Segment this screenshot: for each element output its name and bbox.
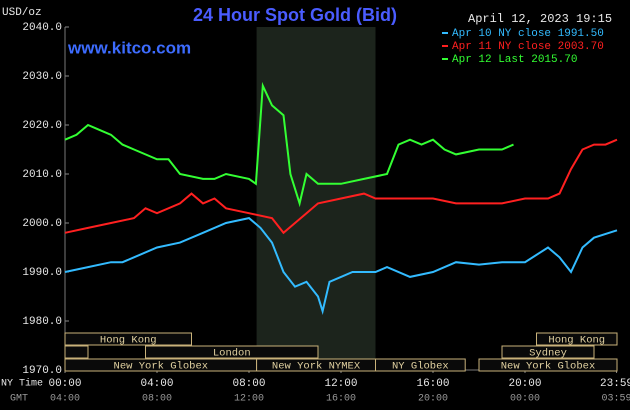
x-tick-label: 16:00	[416, 378, 449, 390]
price-line	[64, 81, 514, 208]
x-tick-label: 23:59	[600, 378, 630, 390]
legend-entry: Apr 10 NY close 1991.50	[452, 28, 604, 40]
y-tick-label: 1980.0	[22, 316, 62, 328]
session-bar	[64, 345, 89, 359]
x-tick-label: 12:00	[324, 378, 357, 390]
x2-tick-label: 16:00	[326, 394, 356, 405]
x-tick-label: 00:00	[48, 378, 81, 390]
x-tick-label: 04:00	[140, 378, 173, 390]
shaded-region	[256, 27, 376, 370]
session-bar	[478, 358, 618, 372]
session-label: Hong Kong	[548, 334, 605, 346]
y-tick-label: 2030.0	[22, 71, 62, 83]
x-tick-label: 08:00	[232, 378, 265, 390]
session-label: New York Globex	[501, 360, 596, 372]
timestamp: April 12, 2023 19:15	[468, 12, 612, 26]
session-bar	[64, 332, 192, 346]
y-tick-label: 2010.0	[22, 169, 62, 181]
x2-tick-label: 20:00	[418, 394, 448, 405]
legend-entry: Apr 12 Last 2015.70	[452, 54, 577, 66]
session-label: New York Globex	[114, 360, 209, 372]
x2-tick-label: 12:00	[234, 394, 264, 405]
x2-tick-label: 08:00	[142, 394, 172, 405]
y-tick-label: 2000.0	[22, 218, 62, 230]
session-label: NY Globex	[392, 360, 449, 372]
session-bar	[536, 332, 618, 346]
chart-title: 24 Hour Spot Gold (Bid)	[193, 5, 397, 25]
x2-tick-label: 00:00	[510, 394, 540, 405]
session-bar	[145, 345, 319, 359]
y-tick-label: 2040.0	[22, 22, 62, 34]
price-line	[64, 138, 618, 235]
x2-tick-label: 03:59	[602, 394, 630, 405]
y-tick-label: 2020.0	[22, 120, 62, 132]
x-tick-label: 20:00	[508, 378, 541, 390]
price-line	[64, 217, 618, 315]
session-label: London	[213, 347, 251, 359]
x2-tick-label: 04:00	[50, 394, 80, 405]
watermark: www.kitco.com	[67, 38, 191, 57]
session-label: Hong Kong	[100, 334, 157, 346]
y-tick-label: 1990.0	[22, 267, 62, 279]
y-axis-label: USD/oz	[2, 7, 42, 19]
legend-entry: Apr 11 NY close 2003.70	[452, 41, 604, 53]
x-row-label: NY Time	[1, 378, 43, 390]
y-tick-label: 1970.0	[22, 365, 62, 377]
session-label: Sydney	[529, 347, 567, 359]
session-bar	[375, 358, 466, 372]
session-bar	[501, 345, 595, 359]
session-label: New York NYMEX	[272, 360, 361, 372]
x-row-label: GMT	[10, 394, 28, 405]
